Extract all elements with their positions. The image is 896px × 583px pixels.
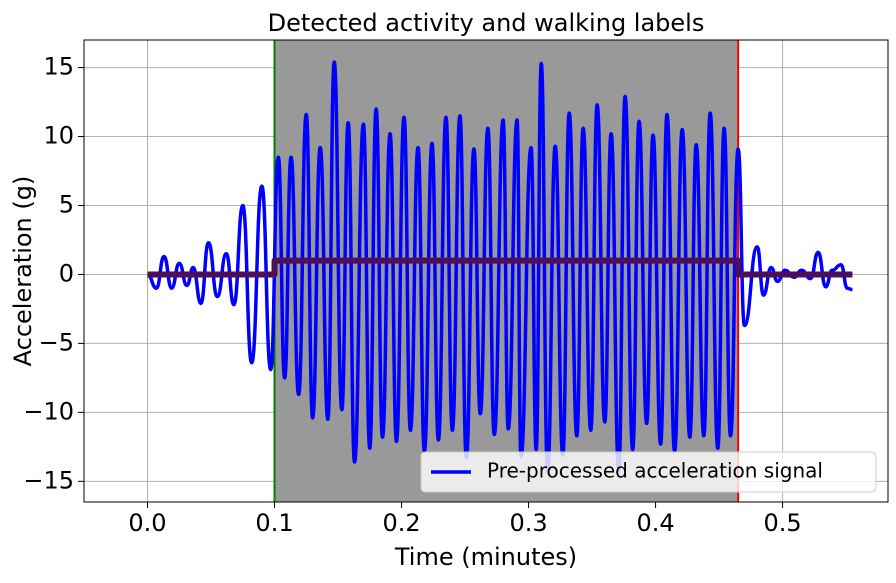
x-tick-label: 0.5 xyxy=(763,509,801,537)
plot-area xyxy=(84,40,888,502)
y-tick-label: 5 xyxy=(59,190,74,218)
y-tick-label: 10 xyxy=(43,122,74,150)
y-tick-label: −10 xyxy=(23,397,74,425)
chart-title: Detected activity and walking labels xyxy=(268,9,705,37)
x-tick-label: 0.3 xyxy=(509,509,547,537)
x-tick-label: 0.2 xyxy=(382,509,420,537)
y-tick-label: 0 xyxy=(59,259,74,287)
legend-box xyxy=(420,451,877,493)
legend-label: Pre-processed acceleration signal xyxy=(487,459,823,483)
series-line xyxy=(146,60,853,474)
x-axis-label: Time (minutes) xyxy=(394,543,577,571)
y-axis-label: Acceleration (g) xyxy=(9,176,37,367)
x-tick-label: 0.1 xyxy=(255,509,293,537)
x-tick-label: 0.0 xyxy=(128,509,166,537)
series-line xyxy=(147,257,853,278)
y-tick-label: 15 xyxy=(43,53,74,81)
y-tick-label: −15 xyxy=(23,466,74,494)
x-tick-label: 0.4 xyxy=(636,509,674,537)
axes-frame xyxy=(83,39,889,503)
y-tick-label: −5 xyxy=(39,328,74,356)
